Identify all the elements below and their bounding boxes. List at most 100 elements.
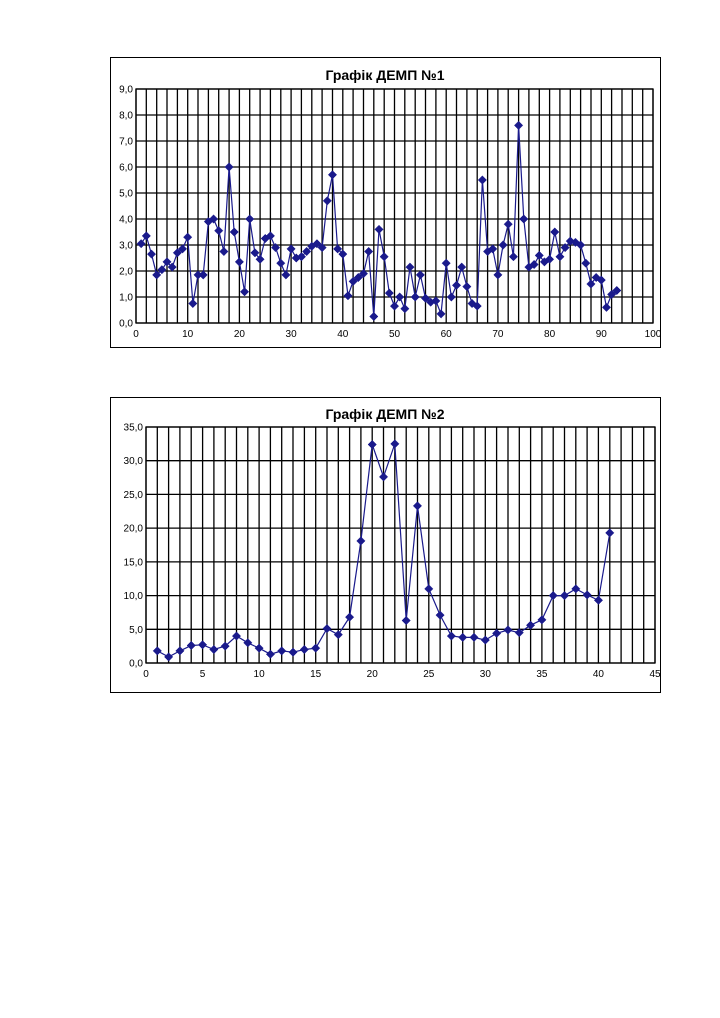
y-tick-label: 20,0 [124,524,144,535]
grid [135,88,654,324]
y-tick-label: 6,0 [119,163,133,174]
data-point [356,536,366,546]
data-point [384,288,394,298]
x-tick-label: 60 [441,329,453,340]
data-point [395,292,405,302]
grid [145,426,656,664]
data-point [462,282,472,292]
data-point [367,439,377,450]
data-point [322,624,332,634]
data-point [550,227,560,237]
data-point [177,244,188,254]
data-point [186,640,196,651]
x-tick-label: 100 [645,329,662,340]
chart-demp-1-svg: Графік ДЕМП №1 0,0 1,0 2,0 3,0 4,0 5,0 6,0 7,0 8… [119,67,662,340]
data-point [503,625,513,635]
data-point [451,280,462,290]
data-point [343,291,353,301]
x-tick-label: 40 [593,669,605,680]
data-point [333,244,343,254]
data-point [379,252,389,262]
data-point [605,528,615,538]
x-tick-label: 20 [234,329,246,340]
data-point [214,226,224,236]
y-tick-label: 5,0 [129,625,143,636]
y-tick-label: 25,0 [124,490,144,501]
data-point [198,640,208,650]
data-point [167,262,177,272]
data-point [208,214,219,224]
data-point [353,272,363,283]
data-point [488,244,498,254]
chart-demp-1: Графік ДЕМП №1 0,0 1,0 2,0 3,0 4,0 5,0 6,0 7,0 8… [110,57,662,348]
x-tick-label: 0 [133,329,139,340]
data-point [254,643,264,653]
data-point [276,258,286,268]
x-tick-label: 70 [492,329,504,340]
data-point [472,301,482,311]
data-point [390,439,400,449]
data-point [296,252,306,262]
data-point [286,244,296,254]
data-point [333,630,343,640]
data-point [374,224,384,234]
data-point [420,293,431,303]
data-point [508,252,518,262]
y-tick-label: 15,0 [124,557,144,568]
y-tick-label: 9,0 [119,85,133,96]
data-point [431,296,441,306]
data-point [424,584,434,594]
data-point [220,641,230,651]
data-point [548,591,558,601]
chart-demp-2: Графік ДЕМП №2 0,0 5,0 10,0 15,0 20,0 25,0 30,… [110,397,661,693]
y-tick-label: 30,0 [124,456,144,467]
data-point [136,239,146,249]
data-point [141,231,151,241]
data-point [229,227,239,237]
y-tick-label: 0,0 [129,659,143,670]
data-point [576,240,586,250]
data-point [498,240,508,250]
y-tick-label: 7,0 [119,137,133,148]
data-point [338,249,348,259]
data-point [596,275,606,285]
data-point [457,262,467,272]
x-tick-label: 20 [367,669,379,680]
data-point [327,170,338,180]
chart-title: Графік ДЕМП №1 [325,67,444,83]
plot-area-border [135,88,654,324]
data-point [345,612,355,622]
x-tick-label: 90 [596,329,608,340]
data-point [152,646,162,656]
data-point [410,292,420,302]
data-point [281,270,291,280]
chart-title: Графік ДЕМП №2 [325,406,444,422]
data-point [164,652,174,662]
data-point [469,632,479,642]
x-tick-label: 10 [254,669,266,680]
y-tick-label: 4,0 [119,215,133,226]
data-point [188,298,198,309]
data-point [152,270,162,280]
x-tick-label: 45 [649,669,661,680]
data-point [245,214,255,224]
y-tick-label: 35,0 [124,423,144,434]
data-point [234,257,244,267]
plot-area-border [145,426,656,664]
data-point [435,610,445,620]
data-point [369,311,379,322]
data-point [265,649,275,659]
data-point [519,214,529,224]
data-point [146,249,157,259]
data-point [477,175,487,185]
data-point [607,289,617,299]
chart-demp-2-svg: Графік ДЕМП №2 0,0 5,0 10,0 15,0 20,0 25,0 30,… [124,406,661,680]
y-tick-label: 5,0 [119,189,133,200]
data-point [322,196,332,206]
data-point [198,270,208,280]
data-point [250,248,260,258]
x-tick-label: 35 [536,669,548,680]
data-point [601,302,612,312]
y-tick-label: 3,0 [119,241,133,252]
data-point [401,615,411,626]
